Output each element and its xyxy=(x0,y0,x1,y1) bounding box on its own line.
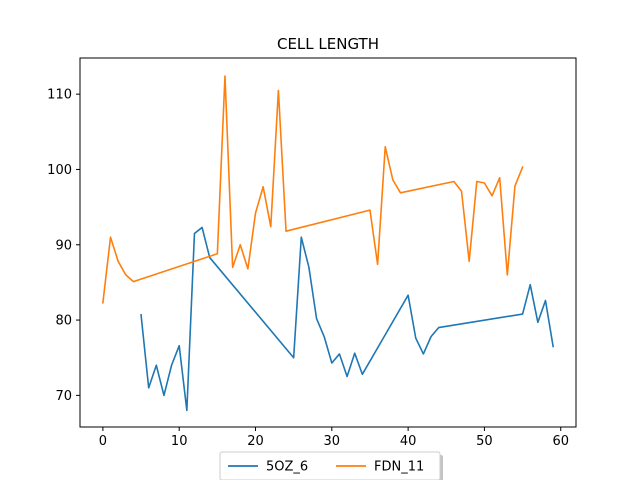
legend-label-2: FDN_11 xyxy=(374,460,424,475)
legend-label-1: 5OZ_6 xyxy=(266,460,308,475)
y-tick-label: 90 xyxy=(55,238,72,253)
x-tick-label: 30 xyxy=(324,434,341,449)
x-tick-label: 50 xyxy=(476,434,493,449)
x-tick-label: 60 xyxy=(552,434,569,449)
axes-frame xyxy=(79,57,577,428)
legend: 5OZ_6 FDN_11 xyxy=(219,451,443,480)
x-tick-label: 20 xyxy=(247,434,264,449)
x-tick-label: 40 xyxy=(400,434,417,449)
x-tick-label: 10 xyxy=(171,434,188,449)
x-tick-label: 0 xyxy=(99,434,107,449)
y-tick-label: 110 xyxy=(47,88,72,103)
y-tick-label: 100 xyxy=(47,163,72,178)
plot-area: 0 10 20 30 40 50 60 70 80 90 100 110 xyxy=(47,57,577,449)
chart-title: CELL LENGTH xyxy=(277,35,379,53)
legend-box xyxy=(219,451,441,480)
series-line-1 xyxy=(140,226,555,412)
y-tick-label: 80 xyxy=(55,314,72,329)
y-tick-label: 70 xyxy=(55,389,72,404)
series-line-2 xyxy=(102,75,524,304)
